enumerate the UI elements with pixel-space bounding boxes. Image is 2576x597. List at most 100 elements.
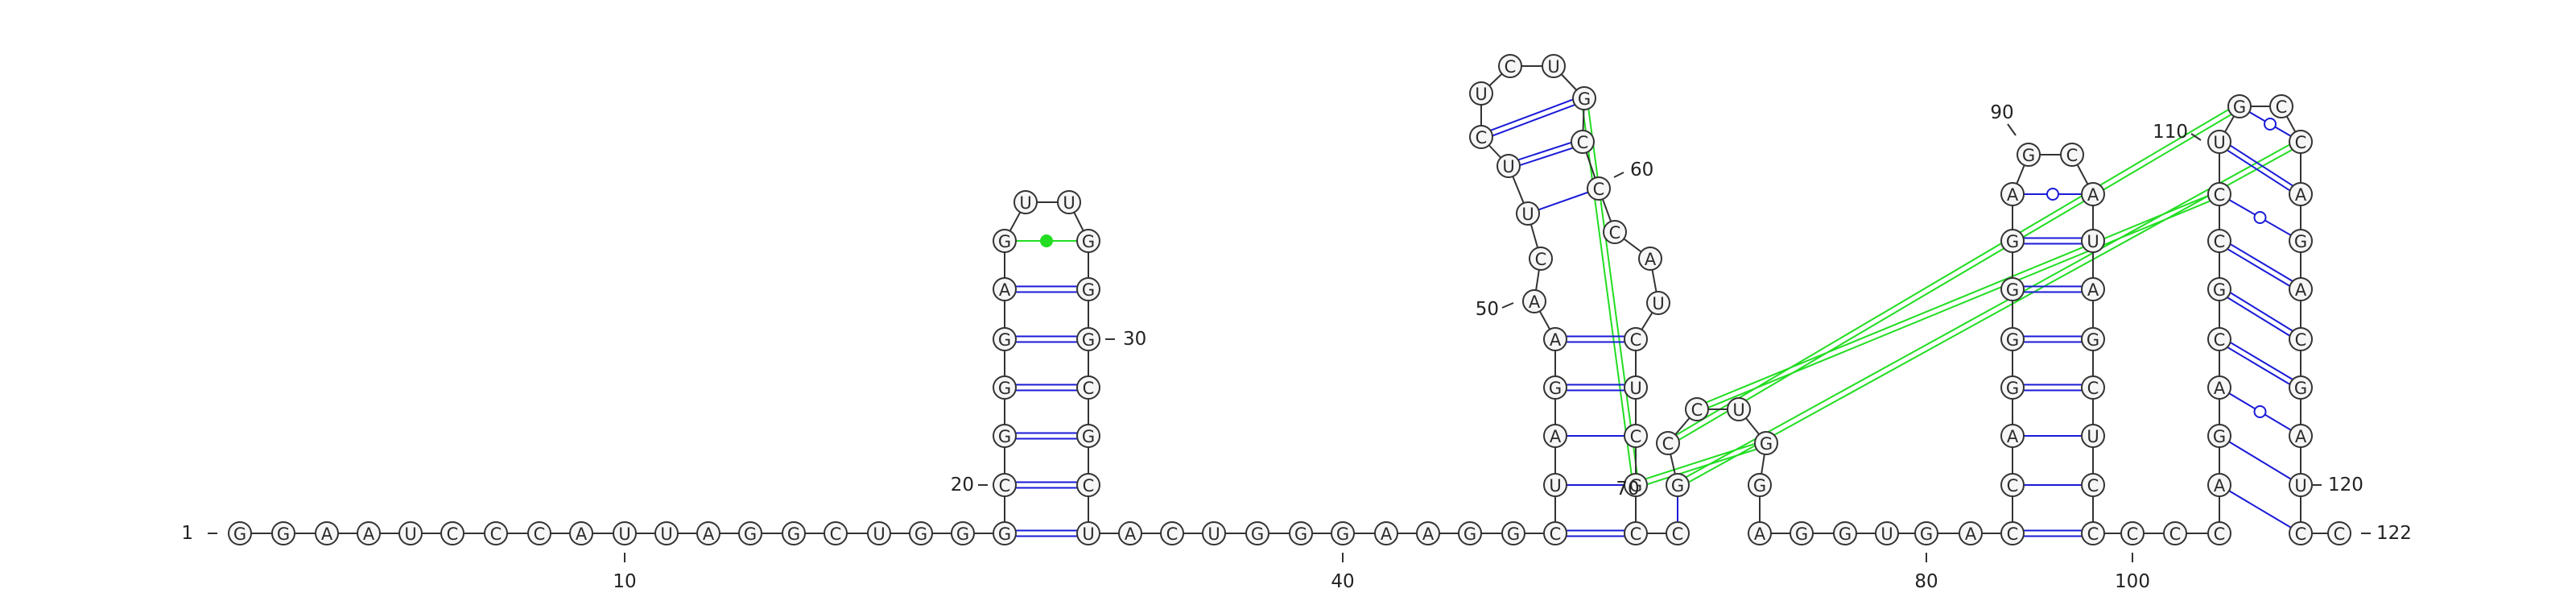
svg-text:G: G	[1082, 330, 1095, 350]
svg-text:C: C	[2007, 476, 2019, 495]
svg-text:G: G	[2006, 232, 2019, 251]
svg-text:A: A	[2087, 280, 2099, 300]
base-pair	[1005, 285, 1088, 293]
svg-text:C: C	[2066, 146, 2079, 165]
svg-text:C: C	[2007, 524, 2019, 544]
base-pair	[2219, 484, 2301, 534]
nucleotide: C	[2207, 229, 2231, 253]
nucleotide: C	[1160, 521, 1184, 545]
label-70: 70	[1616, 479, 1639, 500]
nucleotide: G	[1754, 431, 1778, 455]
svg-text:C: C	[1577, 133, 1589, 152]
svg-text:G: G	[998, 427, 1011, 446]
nucleotide: C	[2269, 94, 2293, 118]
nucleotide: A	[2289, 424, 2313, 448]
svg-text:A: A	[1529, 292, 1541, 312]
nucleotide: U	[2289, 473, 2313, 497]
svg-text:G: G	[2294, 232, 2307, 251]
nucleotide: C	[1624, 424, 1648, 448]
svg-text:G: G	[914, 524, 927, 544]
nucleotide: C	[1666, 521, 1690, 545]
nucleotide: U	[2081, 229, 2105, 253]
label-10: 10	[613, 571, 636, 592]
nucleotide: U	[1013, 190, 1038, 214]
base-pairs	[1005, 94, 2303, 537]
nucleotide: C	[1076, 375, 1100, 400]
svg-text:G: G	[2213, 280, 2226, 300]
nucleotide: G	[1245, 521, 1269, 545]
svg-text:A: A	[576, 524, 588, 544]
nucleotide: C	[1543, 521, 1567, 545]
nucleotide: G	[271, 521, 295, 545]
svg-text:G: G	[1463, 524, 1476, 544]
label-50: 50	[1476, 299, 1499, 320]
label-110: 110	[2153, 122, 2188, 143]
svg-text:C: C	[1166, 524, 1179, 544]
svg-text:A: A	[1965, 524, 1977, 544]
svg-text:C: C	[1662, 434, 1674, 454]
nucleotide: C	[2327, 521, 2351, 545]
nucleotide: C	[2289, 521, 2313, 545]
nucleotide: U	[1543, 473, 1567, 497]
svg-text:G: G	[1507, 524, 1520, 544]
noncanonical-marker	[2253, 211, 2267, 224]
svg-text:U: U	[1019, 193, 1031, 213]
base-pair	[2013, 285, 2093, 293]
svg-text:C: C	[1083, 379, 1095, 398]
base-pair-noncanonical	[2219, 387, 2301, 437]
base-pair	[1005, 481, 1088, 489]
nucleotide: G	[993, 229, 1017, 253]
svg-text:G: G	[2006, 379, 2019, 398]
nucleotide: C	[1571, 130, 1595, 154]
nucleotide: U	[1496, 154, 1521, 178]
svg-text:U: U	[660, 524, 672, 544]
svg-text:U: U	[1521, 205, 1534, 224]
svg-text:G: G	[2087, 330, 2099, 350]
base-pair	[2013, 335, 2093, 343]
svg-text:C: C	[1476, 128, 1488, 147]
nucleotide: G	[1543, 375, 1567, 400]
nucleotide: G	[2017, 143, 2041, 167]
nucleotide: G	[2289, 229, 2313, 253]
nucleotide: U	[1727, 397, 1751, 421]
nucleotide: G	[1501, 521, 1525, 545]
nucleotide: G	[1458, 521, 1482, 545]
svg-text:C: C	[2334, 524, 2346, 544]
svg-text:G: G	[998, 524, 1011, 544]
svg-text:U: U	[1208, 524, 1220, 544]
nucleotide: C	[440, 521, 464, 545]
svg-text:C: C	[830, 524, 842, 544]
tertiary-pair	[1675, 139, 2303, 488]
base-pair	[2217, 139, 2303, 197]
nucleotide: C	[993, 473, 1017, 497]
svg-text:U: U	[873, 524, 885, 544]
nucleotide: G	[1331, 521, 1355, 545]
base-pair-gu	[1005, 234, 1088, 247]
nucleotide: C	[1624, 521, 1648, 545]
base-pair	[2217, 286, 2303, 342]
nucleotide: A	[2081, 277, 2105, 301]
svg-text:A: A	[2295, 427, 2307, 446]
nucleotide: U	[1646, 291, 1670, 315]
svg-text:C: C	[999, 476, 1011, 495]
svg-text:C: C	[534, 524, 546, 544]
nucleotide: A	[2081, 182, 2105, 206]
svg-text:C: C	[1609, 223, 1621, 243]
nucleotide: G	[2000, 277, 2025, 301]
svg-text:C: C	[2276, 97, 2288, 117]
svg-text:U: U	[1549, 476, 1561, 495]
label-20: 20	[951, 475, 974, 495]
svg-text:G: G	[1082, 427, 1095, 446]
position-labels: 1 10 20 30 40 50 60 70 80 90 100 110 120…	[181, 102, 2412, 592]
label-60: 60	[1630, 160, 1653, 180]
nucleotide: A	[2207, 473, 2231, 497]
svg-text:C: C	[2087, 476, 2099, 495]
nucleotide: U	[1542, 54, 1566, 78]
base-pair	[1555, 335, 1636, 343]
nucleotide: A	[357, 521, 381, 545]
nucleotide: G	[993, 375, 1017, 400]
svg-text:G: G	[998, 379, 1011, 398]
nucleotide: A	[2000, 182, 2025, 206]
nucleotide: C	[2207, 327, 2231, 351]
backbone	[240, 65, 2339, 534]
